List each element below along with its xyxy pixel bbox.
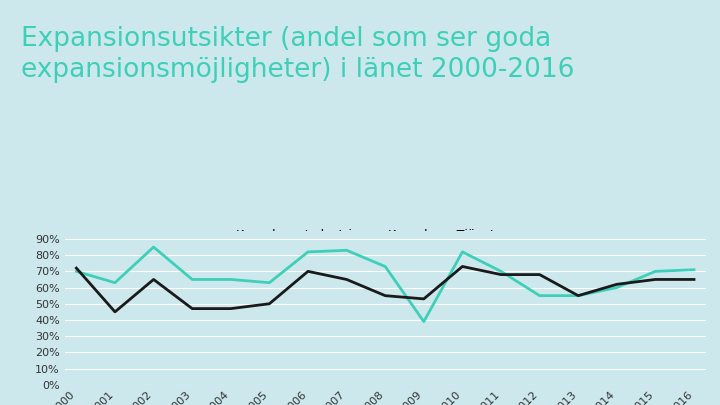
Legend: Kronoberg Industri, Kronoberg Tjänster: Kronoberg Industri, Kronoberg Tjänster [207, 224, 513, 247]
Text: Expansionsutsikter (andel som ser goda
expansionsmöjligheter) i länet 2000-2016: Expansionsutsikter (andel som ser goda e… [22, 26, 575, 83]
